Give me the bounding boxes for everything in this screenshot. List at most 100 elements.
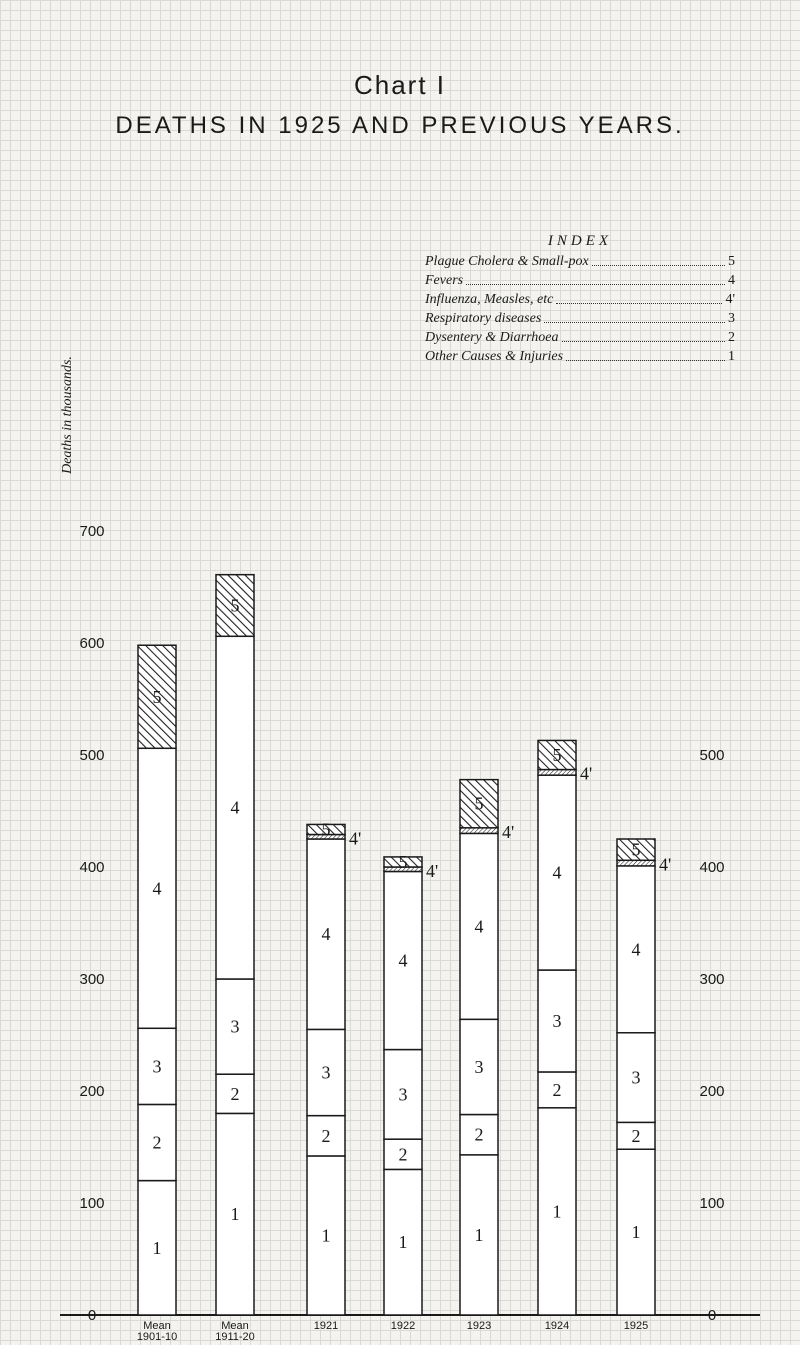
segment-label: 3: [632, 1068, 641, 1088]
bar-segment: [537, 768, 577, 776]
y-tick-label: 200: [79, 1083, 104, 1100]
segment-label: 5: [231, 595, 240, 615]
bar-segment: [459, 1018, 499, 1116]
bar-segment: [306, 1114, 346, 1157]
bars: 1 2 3 4 5 1 2 3 4 5 1 2 3 4 4' 5 1 2 3 4 4' 5 1 2 3 4 4' 5 1 2 3 4 4' 5 1 2…: [60, 573, 760, 1316]
bar-segment: [537, 969, 577, 1073]
y-tick-label-right: 400: [699, 859, 724, 876]
segment-label: 4': [502, 822, 514, 842]
segment-label: 1: [231, 1204, 240, 1224]
segment-label: 5: [153, 687, 162, 707]
segment-label: 5: [322, 819, 331, 839]
bar-segment: [215, 635, 255, 980]
segment-label: 4': [349, 829, 361, 849]
segment-label: 5: [399, 852, 408, 872]
legend-item: Influenza, Measles, etc 4': [425, 290, 735, 309]
bar-segment: [215, 1112, 255, 1316]
x-tick-label: 1924: [545, 1320, 569, 1332]
x-tick-label: 1922: [391, 1320, 415, 1332]
bar-segment: [537, 774, 577, 971]
segment-label: 1: [553, 1201, 562, 1221]
segment-label: 3: [231, 1017, 240, 1037]
legend-item: Respiratory diseases 3: [425, 309, 735, 328]
y-tick-label-right: 100: [699, 1195, 724, 1212]
legend-code: 4: [728, 273, 735, 288]
y-tick-label-right: 200: [699, 1083, 724, 1100]
segment-label: 4': [659, 854, 671, 874]
segment-label: 2: [553, 1080, 562, 1100]
legend-code: 1: [728, 349, 735, 364]
segment-label: 1: [632, 1222, 641, 1242]
legend-leader: [591, 252, 725, 266]
segment-label: 2: [475, 1125, 484, 1145]
legend-item: Dysentery & Diarrhoea 2: [425, 328, 735, 347]
segment-label: 2: [632, 1126, 641, 1146]
legend-leader: [556, 290, 723, 304]
y-tick-label: 100: [79, 1195, 104, 1212]
segment-label: 4: [231, 798, 240, 818]
bar-segment: [537, 739, 577, 771]
segment-label: 1: [475, 1225, 484, 1245]
segment-label: 5: [475, 794, 484, 814]
bar-segment: [215, 573, 255, 638]
legend-label: Respiratory diseases: [425, 311, 542, 326]
segment-label: 4: [399, 951, 408, 971]
x-tick-label: 1921: [314, 1320, 338, 1332]
segment-label: 1: [153, 1238, 162, 1258]
legend-title: INDEX: [547, 233, 613, 249]
bar-segment: [306, 1155, 346, 1316]
bar-segment: [215, 1073, 255, 1115]
segment-label: 2: [399, 1144, 408, 1164]
bar-segment: [383, 870, 423, 1051]
segment-label: 1: [322, 1225, 331, 1245]
segment-label: 4: [475, 916, 484, 936]
segment-label: 4: [553, 863, 562, 883]
bar-segment: [616, 838, 656, 862]
bar-segment: [616, 1121, 656, 1150]
bar-segment: [537, 1107, 577, 1316]
x-tick-label: 1901-10: [137, 1331, 177, 1343]
legend-leader: [544, 309, 725, 323]
segment-label: 3: [553, 1011, 562, 1031]
bar-segment: [215, 978, 255, 1075]
legend-leader: [561, 328, 725, 342]
segment-label: 1: [399, 1232, 408, 1252]
segment-label: 3: [475, 1057, 484, 1077]
y-tick-label: 300: [79, 971, 104, 988]
legend-code: 4': [725, 292, 735, 307]
segment-label: 5: [553, 745, 562, 765]
segment-label: 4': [426, 861, 438, 881]
bar-segment: [383, 1168, 423, 1316]
chart-title: Chart I: [353, 70, 447, 100]
y-tick-label: 600: [79, 635, 104, 652]
bar-segment: [383, 1138, 423, 1171]
y-tick-label: 700: [79, 523, 104, 540]
bar-segment: [137, 1179, 177, 1316]
segment-label: 3: [322, 1063, 331, 1083]
legend-item: Fevers 4: [425, 271, 735, 290]
bar-segment: [459, 778, 499, 829]
y-tick-label: 400: [79, 859, 104, 876]
segment-label: 4: [153, 878, 162, 898]
bar-segment: [137, 1103, 177, 1182]
bar-segment: [616, 859, 656, 867]
segment-label: 2: [322, 1126, 331, 1146]
bar-segment: [306, 838, 346, 1031]
bar-segment: [616, 1032, 656, 1124]
legend-item: Plague Cholera & Small-pox 5: [425, 252, 735, 271]
x-tick-label: Mean: [221, 1320, 249, 1332]
x-tick-label: 1923: [467, 1320, 491, 1332]
y-tick-label-right: 500: [699, 747, 724, 764]
segment-label: 3: [399, 1084, 408, 1104]
bar-segment: [306, 1028, 346, 1117]
x-tick-label: Mean: [143, 1320, 171, 1332]
x-tick-label: 1925: [624, 1320, 648, 1332]
legend-label: Plague Cholera & Small-pox: [425, 254, 589, 269]
legend-code: 2: [728, 330, 735, 345]
segment-label: 2: [153, 1133, 162, 1153]
legend-label: Other Causes & Injuries: [425, 349, 564, 364]
x-tick-label: 1911-20: [215, 1331, 255, 1343]
